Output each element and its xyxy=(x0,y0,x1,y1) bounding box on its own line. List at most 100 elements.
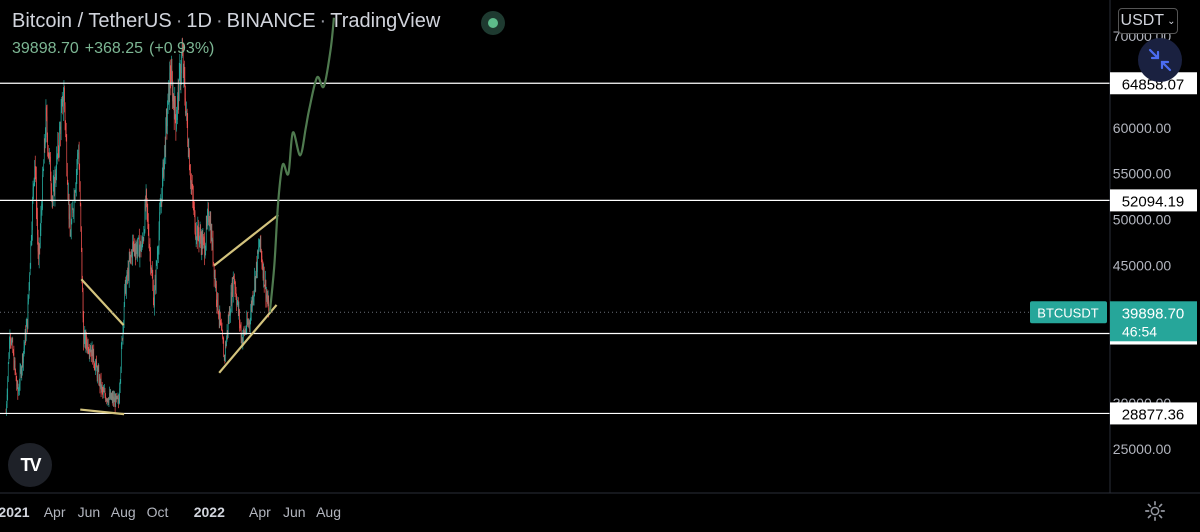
candle xyxy=(194,201,195,218)
time-tick-label: Aug xyxy=(111,504,136,520)
candle xyxy=(36,201,38,226)
price-tick-label: 45000.00 xyxy=(1113,257,1172,273)
candle xyxy=(37,207,38,245)
candle xyxy=(66,162,68,185)
candle xyxy=(30,234,32,247)
candle xyxy=(163,157,165,182)
candle xyxy=(96,364,98,382)
candle xyxy=(217,293,219,315)
candle xyxy=(64,102,66,131)
candle xyxy=(156,246,158,270)
symbol-title[interactable]: Bitcoin / TetherUS · 1D · BINANCE · TradingVie… xyxy=(12,10,441,32)
candle xyxy=(182,37,183,57)
candle xyxy=(237,297,239,317)
candle xyxy=(127,267,128,285)
candle xyxy=(198,227,200,253)
candle xyxy=(68,182,69,205)
level-label: 28877.36 xyxy=(1122,406,1185,423)
collapse-arrows-icon[interactable] xyxy=(1138,38,1182,82)
candle xyxy=(211,223,213,251)
price-summary: 39898.70 +368.25 (+0.93%) xyxy=(12,40,220,58)
candle xyxy=(151,261,153,279)
candle xyxy=(198,219,199,242)
candle xyxy=(164,145,165,170)
candle xyxy=(30,240,32,269)
candle xyxy=(65,122,67,142)
candle xyxy=(209,215,210,227)
candle xyxy=(82,287,84,323)
gear-icon[interactable] xyxy=(1144,500,1166,522)
candle xyxy=(79,181,81,207)
candle xyxy=(212,230,214,267)
candle xyxy=(57,132,59,158)
candle xyxy=(19,378,20,396)
candle xyxy=(173,93,174,111)
candle xyxy=(173,95,175,131)
candle xyxy=(197,216,199,241)
candle xyxy=(178,62,180,102)
candle xyxy=(55,169,56,184)
candle xyxy=(121,335,123,350)
symbol-tag-label: BTCUSDT xyxy=(1037,305,1098,320)
time-axis[interactable]: 2021 Apr Jun Aug Oct 2022 Apr Jun Aug xyxy=(0,492,1200,520)
interval-label[interactable]: 1D xyxy=(186,10,212,32)
tradingview-logo[interactable]: TV xyxy=(8,443,52,487)
candle xyxy=(227,314,229,339)
candle xyxy=(70,229,72,238)
candle xyxy=(255,270,257,292)
candle xyxy=(210,211,212,244)
candle xyxy=(200,231,202,256)
candle xyxy=(138,235,140,240)
candle xyxy=(20,363,21,374)
candle xyxy=(113,390,115,407)
candle xyxy=(61,96,63,113)
candle xyxy=(57,131,59,160)
candle xyxy=(107,398,109,403)
candle xyxy=(127,260,129,284)
candle xyxy=(199,236,200,248)
candle xyxy=(34,160,36,187)
candle xyxy=(110,389,111,400)
candle xyxy=(15,368,16,375)
candle xyxy=(151,265,153,274)
candle xyxy=(48,148,50,165)
candle xyxy=(25,325,27,346)
candle xyxy=(134,238,136,258)
price-tick-label: 50000.00 xyxy=(1113,212,1172,228)
candle xyxy=(120,366,122,384)
candle xyxy=(83,310,84,351)
candle xyxy=(265,279,267,308)
candle xyxy=(155,259,157,294)
currency-selector[interactable]: USDT ⌄ xyxy=(1118,8,1178,34)
candle xyxy=(97,362,99,373)
candle xyxy=(27,318,28,333)
candle xyxy=(205,215,207,251)
candle xyxy=(250,296,252,321)
candle xyxy=(246,310,248,335)
candle xyxy=(135,243,136,266)
candle xyxy=(103,386,105,393)
candle xyxy=(145,195,146,212)
candle xyxy=(264,270,266,290)
candle xyxy=(266,289,268,308)
candle xyxy=(19,362,21,391)
projection-curve xyxy=(268,17,336,313)
candle xyxy=(247,318,249,326)
candle xyxy=(236,293,237,311)
candle xyxy=(130,251,132,265)
candle xyxy=(191,173,192,195)
candle xyxy=(207,208,208,230)
candle xyxy=(63,87,64,121)
candle xyxy=(236,296,238,308)
candle xyxy=(210,223,212,242)
candle xyxy=(260,234,262,253)
candle xyxy=(180,60,182,94)
candle xyxy=(252,295,253,313)
candle xyxy=(204,245,206,259)
candle xyxy=(75,182,77,193)
candle xyxy=(51,183,52,203)
candle xyxy=(226,335,227,347)
candle xyxy=(266,287,267,302)
horizontal-levels xyxy=(0,82,1110,415)
